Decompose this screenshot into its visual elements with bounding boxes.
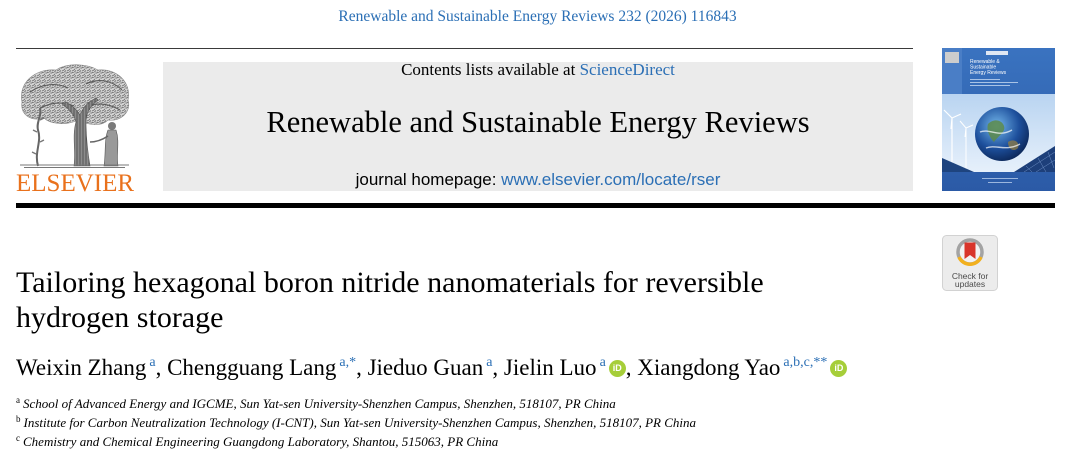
journal-homepage-link[interactable]: www.elsevier.com/locate/rser <box>501 170 721 189</box>
elsevier-tree-logo[interactable] <box>16 62 133 168</box>
author-affiliation-mark[interactable]: a <box>486 355 493 370</box>
journal-homepage-line: journal homepage: www.elsevier.com/locat… <box>163 170 913 190</box>
author-list: Weixin Zhang a, Chengguang Lang a,*, Jiedu… <box>16 354 848 386</box>
author-separator: , <box>155 355 168 380</box>
author: Jieduo Guan a <box>368 355 493 380</box>
affiliation-list: a School of Advanced Energy and IGCME, Su… <box>16 395 696 452</box>
author-name: Jieduo Guan <box>367 355 484 380</box>
elsevier-wordmark[interactable]: ELSEVIER <box>16 170 135 197</box>
homepage-prefix: journal homepage: <box>355 170 502 189</box>
cover-title-line: Energy Reviews <box>970 70 1007 76</box>
affiliation-item: a School of Advanced Energy and IGCME, Su… <box>16 395 696 414</box>
check-for-updates-badge[interactable]: Check for updates <box>942 235 998 291</box>
author-name: Jielin Luo <box>503 355 597 380</box>
check-updates-label: updates <box>954 279 986 289</box>
article-title: Tailoring hexagonal boron nitride nanoma… <box>16 266 764 334</box>
author-affiliation-mark[interactable]: a <box>599 355 606 370</box>
header-thick-rule <box>16 203 1055 208</box>
orcid-icon[interactable]: iD <box>830 360 848 377</box>
author-affiliation-mark[interactable]: a,b,c,** <box>783 355 828 370</box>
cover-title-line: Renewable & <box>970 59 1000 65</box>
author: Weixin Zhang a <box>16 355 156 380</box>
author-separator: , <box>492 355 504 380</box>
affiliation-mark: c <box>16 433 20 443</box>
author-name: Chengguang Lang <box>167 355 337 380</box>
contents-availability-line: Contents lists available at ScienceDirec… <box>163 60 913 80</box>
orcid-icon[interactable]: iD <box>608 360 626 377</box>
affiliation-text: Institute for Carbon Neutralization Tech… <box>23 415 697 430</box>
author: Jielin Luo a iD <box>504 355 626 380</box>
header-thin-rule <box>16 48 913 49</box>
journal-masthead: Contents lists available at ScienceDirec… <box>163 60 913 191</box>
affiliation-text: School of Advanced Energy and IGCME, Sun… <box>23 396 616 411</box>
check-updates-label: Check for <box>951 271 989 281</box>
crossmark-icon <box>942 235 998 291</box>
affiliation-text: Chemistry and Chemical Engineering Guang… <box>23 434 499 449</box>
cover-title-line: Sustainable <box>970 65 996 71</box>
author: Chengguang Lang a,* <box>167 355 356 380</box>
journal-title: Renewable and Sustainable Energy Reviews <box>266 105 810 139</box>
affiliation-mark: b <box>16 414 21 424</box>
author: Xiangdong Yao a,b,c,** iD <box>637 355 848 380</box>
author-affiliation-mark[interactable]: a,* <box>339 355 357 370</box>
author-name: Weixin Zhang <box>16 355 147 380</box>
sciencedirect-link[interactable]: ScienceDirect <box>579 60 675 79</box>
contents-prefix: Contents lists available at <box>401 60 580 79</box>
journal-cover-image[interactable]: Renewable & Sustainable Energy Reviews <box>942 48 1055 191</box>
author-separator: , <box>356 355 368 380</box>
author-name: Xiangdong Yao <box>637 355 781 380</box>
journal-citation-link[interactable]: Renewable and Sustainable Energy Reviews… <box>338 8 737 25</box>
author-separator: , <box>625 355 638 380</box>
affiliation-item: c Chemistry and Chemical Engineering Guan… <box>16 433 696 452</box>
affiliation-item: b Institute for Carbon Neutralization Tec… <box>16 414 696 433</box>
author-affiliation-mark[interactable]: a <box>149 355 156 370</box>
affiliation-mark: a <box>16 395 20 405</box>
